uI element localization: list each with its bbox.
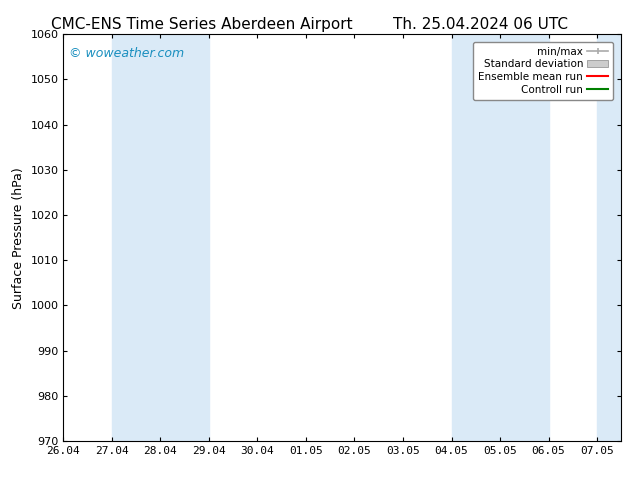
Text: Th. 25.04.2024 06 UTC: Th. 25.04.2024 06 UTC xyxy=(393,17,568,32)
Bar xyxy=(451,34,500,441)
Text: © woweather.com: © woweather.com xyxy=(69,47,184,59)
Y-axis label: Surface Pressure (hPa): Surface Pressure (hPa) xyxy=(12,167,25,309)
Text: CMC-ENS Time Series Aberdeen Airport: CMC-ENS Time Series Aberdeen Airport xyxy=(51,17,353,32)
Bar xyxy=(597,34,621,441)
Title: CMC-ENS Time Series Aberdeen Airport      Th. 25.04.2024 06 UTC: CMC-ENS Time Series Aberdeen Airport Th.… xyxy=(0,489,1,490)
Legend: min/max, Standard deviation, Ensemble mean run, Controll run: min/max, Standard deviation, Ensemble me… xyxy=(473,42,613,100)
Bar xyxy=(500,34,548,441)
Bar xyxy=(112,34,209,441)
